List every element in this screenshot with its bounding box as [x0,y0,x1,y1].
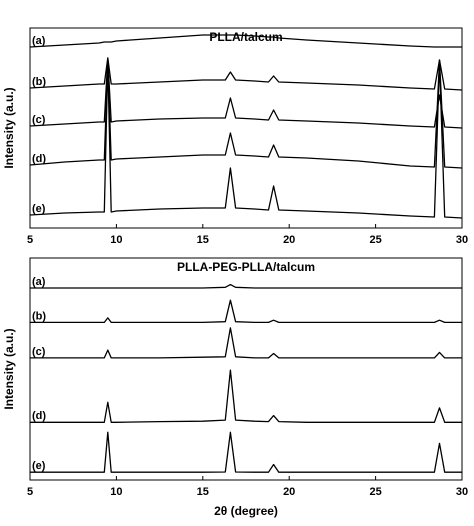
curve-label: (c) [32,114,46,126]
curve-label: (b) [32,76,46,88]
xrd-curve [30,431,462,473]
xrd-curve [30,327,462,359]
x-tick-label: 10 [110,234,122,246]
xrd-curve [29,34,462,48]
x-tick-label: 5 [27,234,33,246]
chart-title: PLLA/talcum [209,30,282,44]
xrd-curve [29,61,463,219]
curve-label: (a) [32,35,46,47]
x-tick-label: 25 [369,486,381,498]
curve-label: (e) [32,460,46,472]
xrd-curve [30,283,462,289]
x-tick-label: 20 [283,234,295,246]
curve-label: (d) [32,153,46,165]
x-tick-label: 15 [197,234,209,246]
x-tick-label: 5 [27,486,33,498]
xrd-curve [29,57,463,129]
curve-label: (c) [32,346,46,358]
curve-label: (e) [32,203,46,215]
plot-frame [29,257,463,481]
curve-label: (a) [32,276,46,288]
chart-title: PLLA-PEG-PLLA/talcum [177,260,315,274]
x-axis-label: 2θ (degree) [214,504,278,518]
xrd-curve [29,59,463,169]
xrd-curve [30,299,462,324]
x-tick-label: 20 [283,486,295,498]
curve-label: (b) [32,310,46,322]
x-tick-label: 10 [110,486,122,498]
y-axis-label: Intensity (a.u.) [2,87,16,168]
x-tick-label: 30 [456,234,468,246]
x-tick-label: 30 [456,486,468,498]
x-tick-label: 25 [369,234,381,246]
y-axis-label: Intensity (a.u.) [2,328,16,409]
xrd-curve [29,57,463,91]
x-tick-label: 15 [197,486,209,498]
xrd-curve [30,369,462,423]
plot-frame [29,27,463,229]
curve-label: (d) [32,410,46,422]
